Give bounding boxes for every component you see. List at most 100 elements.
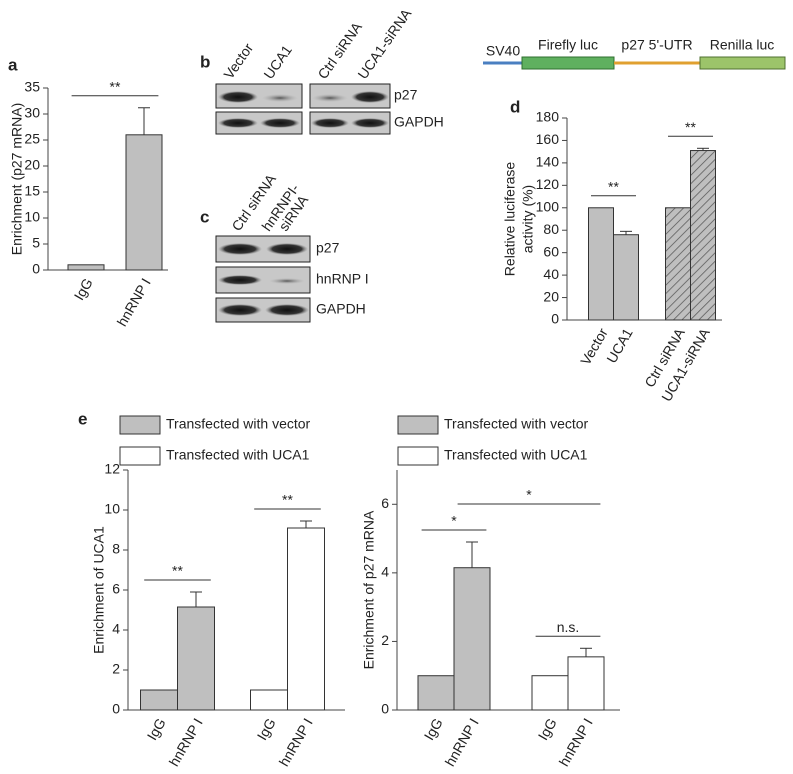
y-tick-label: 80	[543, 221, 559, 237]
y-tick-label: 35	[24, 79, 40, 95]
significance-label: *	[526, 487, 532, 503]
construct-label: Renilla luc	[710, 37, 775, 53]
bar	[567, 656, 605, 711]
significance-label: **	[282, 492, 293, 508]
x-tick-label: hnRNP I	[166, 715, 206, 769]
y-tick-label: 20	[543, 288, 559, 304]
lane-label: UCA1-siRNA	[354, 5, 414, 82]
significance-label: **	[110, 78, 121, 94]
y-tick-label: 4	[112, 621, 120, 637]
significance-label: **	[685, 119, 696, 135]
y-axis-label: Relative luciferase	[502, 162, 518, 277]
construct-label: p27 5'-UTR	[621, 37, 692, 53]
legend-label: Transfected with UCA1	[166, 447, 310, 463]
y-tick-label: 40	[543, 266, 559, 282]
row-label: p27	[394, 87, 418, 103]
y-tick-label: 0	[112, 701, 120, 717]
y-axis-label: Enrichment of UCA1	[91, 526, 107, 654]
x-tick-label: hnRNP I	[276, 715, 316, 769]
row-label: p27	[316, 240, 340, 256]
error-bar	[190, 591, 202, 607]
x-tick-label: IgG	[71, 275, 96, 303]
x-tick-label: hnRNP I	[114, 275, 154, 329]
error-bar	[620, 230, 632, 235]
y-tick-label: 10	[24, 209, 40, 225]
x-tick-label: IgG	[421, 715, 446, 743]
y-tick-label: 60	[543, 243, 559, 259]
x-tick-label: hnRNP I	[556, 715, 596, 769]
y-tick-label: 120	[536, 176, 560, 192]
x-tick-label: hnRNP I	[442, 715, 482, 769]
bar	[453, 567, 491, 711]
y-tick-label: 25	[24, 131, 40, 147]
panel-label: d	[510, 97, 520, 116]
bar	[140, 689, 178, 711]
x-tick-label: IgG	[144, 715, 169, 743]
legend-swatch	[119, 415, 161, 435]
y-tick-label: 100	[536, 198, 560, 214]
significance-label: n.s.	[557, 619, 580, 635]
lane-label: Vector	[220, 40, 256, 82]
bar	[665, 207, 691, 321]
bar	[588, 207, 614, 321]
significance-label: **	[608, 178, 619, 194]
y-tick-label: 30	[24, 105, 40, 121]
row-label: GAPDH	[316, 301, 366, 317]
panel-label: a	[8, 55, 18, 74]
row-label: hnRNP I	[316, 271, 369, 287]
y-tick-label: 6	[381, 495, 389, 511]
panel-label: b	[200, 52, 210, 71]
construct	[483, 56, 786, 70]
y-tick-label: 140	[536, 154, 560, 170]
construct-label: SV40	[486, 43, 520, 59]
panel-label: c	[200, 207, 209, 226]
legend-swatch	[119, 446, 161, 466]
x-tick-label: Vector	[577, 325, 611, 368]
legend-label: Transfected with vector	[166, 416, 311, 432]
legend-swatch	[397, 446, 439, 466]
y-tick-label: 160	[536, 131, 560, 147]
y-tick-label: 4	[381, 564, 389, 580]
bar	[177, 606, 215, 711]
legend-label: Transfected with UCA1	[444, 447, 588, 463]
y-tick-label: 8	[112, 541, 120, 557]
y-tick-label: 0	[32, 261, 40, 277]
bar	[67, 264, 105, 271]
significance-label: **	[172, 563, 183, 579]
bar	[417, 675, 455, 711]
error-bar	[138, 107, 150, 135]
y-axis-label: Enrichment (p27 mRNA)	[9, 103, 25, 256]
legend-label: Transfected with vector	[444, 416, 589, 432]
y-tick-label: 0	[381, 701, 389, 717]
y-tick-label: 12	[104, 461, 120, 477]
error-bar	[300, 520, 312, 528]
y-tick-label: 15	[24, 183, 40, 199]
bar	[531, 675, 569, 711]
y-tick-label: 5	[32, 235, 40, 251]
panel-label: e	[78, 409, 87, 428]
y-tick-label: 2	[112, 661, 120, 677]
error-bar	[466, 541, 478, 568]
construct-label: Firefly luc	[538, 37, 598, 53]
error-bar	[580, 647, 592, 657]
y-tick-label: 180	[536, 109, 560, 125]
blot-c	[215, 235, 311, 323]
legend-swatch	[397, 415, 439, 435]
y-tick-label: 20	[24, 157, 40, 173]
x-tick-label: IgG	[535, 715, 560, 743]
y-tick-label: 10	[104, 501, 120, 517]
y-tick-label: 6	[112, 581, 120, 597]
bar	[250, 689, 288, 711]
y-axis-label: activity (%)	[520, 185, 536, 253]
significance-label: *	[451, 513, 457, 529]
row-label: GAPDH	[394, 114, 444, 130]
lane-label: UCA1	[260, 42, 295, 82]
bar	[287, 527, 325, 711]
blot-b	[215, 83, 391, 135]
y-axis-label: Enrichment of p27 mRNA	[361, 510, 377, 669]
bar	[690, 150, 716, 321]
y-tick-label: 2	[381, 632, 389, 648]
error-bar	[697, 147, 709, 151]
bar	[125, 134, 163, 271]
